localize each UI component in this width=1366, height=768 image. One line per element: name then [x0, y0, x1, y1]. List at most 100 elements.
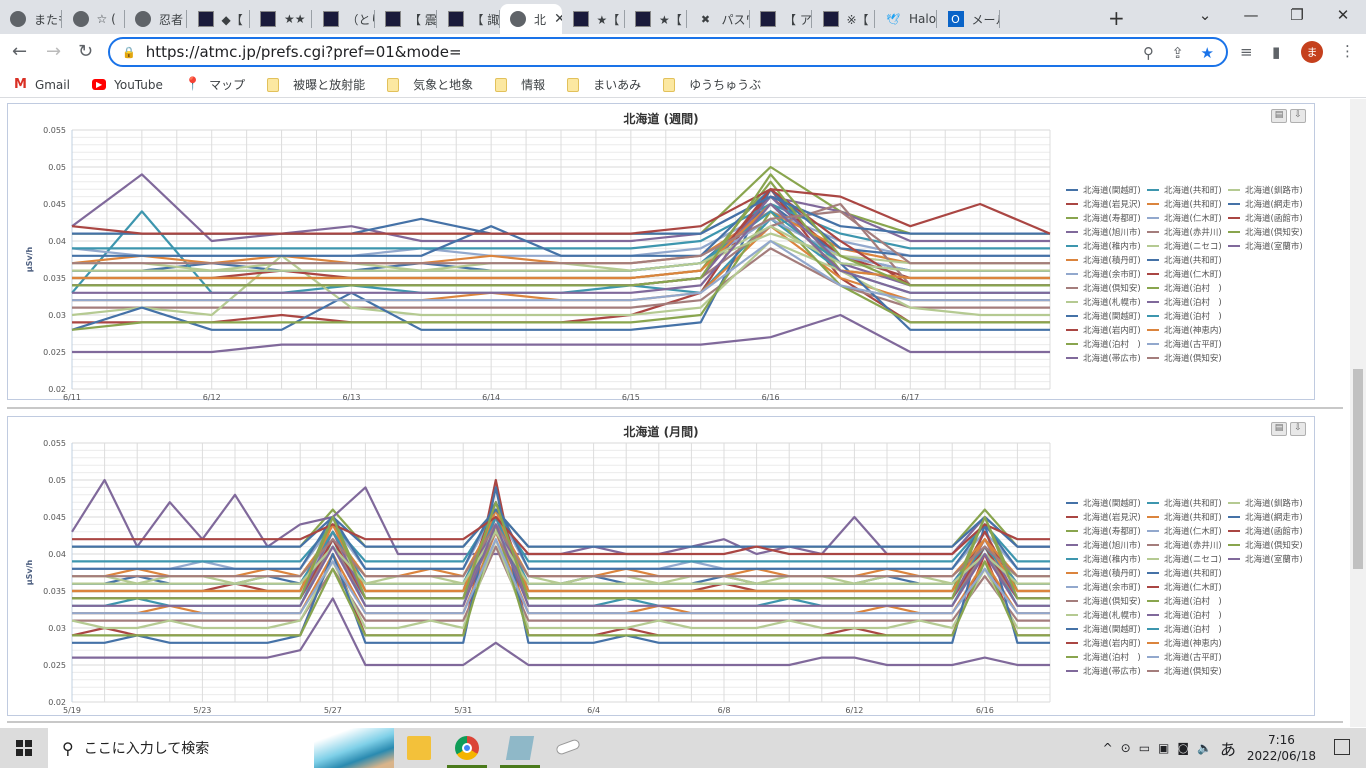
- legend-item[interactable]: 北海道(共和町): [1147, 198, 1222, 210]
- legend-item[interactable]: 北海道(泊村 ): [1147, 623, 1222, 635]
- zoom-icon[interactable]: ⚲: [1143, 44, 1154, 62]
- series-line[interactable]: [72, 173, 1050, 287]
- legend-item[interactable]: 北海道(網走市): [1228, 511, 1303, 523]
- notepad-icon[interactable]: [505, 736, 535, 760]
- chevron-up-icon[interactable]: ^: [1102, 741, 1113, 755]
- profile-avatar[interactable]: ま: [1301, 41, 1323, 63]
- legend-item[interactable]: 北海道(倶知安): [1228, 226, 1303, 238]
- legend-item[interactable]: 北海道(函館市): [1228, 212, 1303, 224]
- legend-item[interactable]: 北海道(共和町): [1147, 497, 1222, 509]
- url-text[interactable]: https://atmc.jp/prefs.cgi?pref=01&mode=: [145, 43, 462, 61]
- chrome-icon[interactable]: [455, 736, 479, 760]
- tab[interactable]: 【 諏: [438, 4, 500, 34]
- file-explorer-icon[interactable]: [407, 736, 431, 760]
- minimize-button[interactable]: —: [1243, 6, 1259, 24]
- legend-item[interactable]: 北海道(稚内市): [1066, 240, 1141, 252]
- legend-item[interactable]: 北海道(共和町): [1147, 254, 1222, 266]
- legend-item[interactable]: 北海道(釧路市): [1228, 184, 1303, 196]
- forward-button[interactable]: →: [46, 41, 62, 62]
- series-line[interactable]: [72, 597, 1050, 667]
- close-window-button[interactable]: ✕: [1336, 6, 1350, 24]
- legend-item[interactable]: 北海道(仁木町): [1147, 525, 1222, 537]
- new-tab-button[interactable]: +: [1108, 6, 1125, 30]
- series-line[interactable]: [72, 545, 1050, 622]
- tab[interactable]: 【 震: [375, 4, 437, 34]
- legend-item[interactable]: 北海道(泊村 ): [1147, 296, 1222, 308]
- bookmark[interactable]: まいあみ: [567, 76, 641, 93]
- update-icon[interactable]: ◙: [1177, 741, 1190, 755]
- legend-item[interactable]: 北海道(室蘭市): [1228, 553, 1303, 565]
- series-line[interactable]: [72, 508, 1050, 593]
- bookmark[interactable]: ▶ YouTube: [91, 78, 163, 92]
- legend-item[interactable]: 北海道(倶知安): [1066, 282, 1141, 294]
- legend-item[interactable]: 北海道(網走市): [1228, 198, 1303, 210]
- series-line[interactable]: [72, 530, 1050, 585]
- close-tab-icon[interactable]: ✕: [554, 11, 562, 27]
- series-line[interactable]: [71, 188, 1051, 235]
- legend-item[interactable]: 北海道(関越町): [1066, 310, 1141, 322]
- legend-item[interactable]: 北海道(泊村 ): [1147, 310, 1222, 322]
- legend-item[interactable]: 北海道(仁木町): [1147, 581, 1222, 593]
- legend-item[interactable]: 北海道(札幌市): [1066, 296, 1141, 308]
- legend-item[interactable]: 北海道(積丹町): [1066, 254, 1141, 266]
- tab[interactable]: ※【: [813, 4, 875, 34]
- volume-icon[interactable]: 🔈: [1197, 741, 1212, 755]
- tab[interactable]: 北 ✕: [500, 4, 562, 34]
- legend-item[interactable]: 北海道(古平町): [1147, 338, 1222, 350]
- series-line[interactable]: [72, 247, 1050, 309]
- bookmark[interactable]: 被曝と放射能: [267, 76, 365, 93]
- legend-item[interactable]: 北海道(仁木町): [1147, 268, 1222, 280]
- tab[interactable]: 【 ア: [750, 4, 812, 34]
- back-button[interactable]: ←: [12, 41, 28, 62]
- series-line[interactable]: [72, 523, 1050, 578]
- series-line[interactable]: [72, 188, 1050, 257]
- network-icon[interactable]: ▣: [1158, 741, 1170, 755]
- legend-item[interactable]: 北海道(ニセコ): [1147, 553, 1222, 565]
- tab[interactable]: O メール: [938, 4, 1000, 34]
- address-bar[interactable]: 🔒 https://atmc.jp/prefs.cgi?pref=01&mode…: [108, 37, 1228, 67]
- series-line[interactable]: [71, 210, 1050, 331]
- legend-item[interactable]: 北海道(泊村 ): [1147, 595, 1222, 607]
- reload-button[interactable]: ↻: [78, 41, 94, 62]
- legend-item[interactable]: 北海道(関越町): [1066, 184, 1141, 196]
- legend-item[interactable]: 北海道(古平町): [1147, 651, 1222, 663]
- legend-item[interactable]: 北海道(寿都町): [1066, 212, 1141, 224]
- tab[interactable]: ★【: [625, 4, 687, 34]
- tab[interactable]: （とり: [313, 4, 375, 34]
- legend-item[interactable]: 北海道(岩見沢): [1066, 198, 1141, 210]
- legend-item[interactable]: 北海道(泊村 ): [1066, 338, 1141, 350]
- bookmark[interactable]: 気象と地象: [387, 76, 473, 93]
- series-line[interactable]: [72, 523, 1050, 637]
- series-line[interactable]: [71, 188, 1050, 331]
- series-line[interactable]: [72, 210, 1050, 265]
- legend-item[interactable]: 北海道(旭川市): [1066, 539, 1141, 551]
- legend-item[interactable]: 北海道(余市町): [1066, 581, 1141, 593]
- bookmark[interactable]: 情報: [495, 76, 545, 93]
- restore-button[interactable]: ❐: [1290, 6, 1304, 24]
- battery-icon[interactable]: ▭: [1138, 741, 1151, 755]
- legend-item[interactable]: 北海道(帯広市): [1066, 665, 1141, 677]
- series-line[interactable]: [72, 239, 1050, 302]
- scrollbar-thumb[interactable]: [1353, 369, 1363, 569]
- app-icon[interactable]: [555, 738, 581, 756]
- tab-search-icon[interactable]: ⌄: [1198, 6, 1212, 24]
- tab[interactable]: またも: [0, 4, 62, 34]
- legend-item[interactable]: 北海道(旭川市): [1066, 226, 1141, 238]
- lock-icon[interactable]: 🔒: [122, 45, 136, 59]
- ime-indicator[interactable]: あ: [1219, 740, 1236, 759]
- series-line[interactable]: [72, 501, 1050, 570]
- legend-item[interactable]: 北海道(共和町): [1147, 567, 1222, 579]
- tab[interactable]: ✖ パスワ: [688, 4, 750, 34]
- download-button[interactable]: ⇩: [1290, 109, 1306, 123]
- legend-item[interactable]: 北海道(泊村 ): [1147, 282, 1222, 294]
- bookmark[interactable]: M Gmail: [14, 77, 70, 92]
- legend-item[interactable]: 北海道(赤井川): [1147, 539, 1222, 551]
- bookmark[interactable]: 📍 マップ: [185, 76, 245, 93]
- series-line[interactable]: [72, 202, 1050, 294]
- legend-item[interactable]: 北海道(寿都町): [1066, 525, 1141, 537]
- legend-item[interactable]: 北海道(岩見沢): [1066, 511, 1141, 523]
- print-button[interactable]: ▤: [1271, 422, 1287, 436]
- legend-item[interactable]: 北海道(余市町): [1066, 268, 1141, 280]
- tab[interactable]: 忍者: [125, 4, 187, 34]
- series-line[interactable]: [72, 202, 1050, 250]
